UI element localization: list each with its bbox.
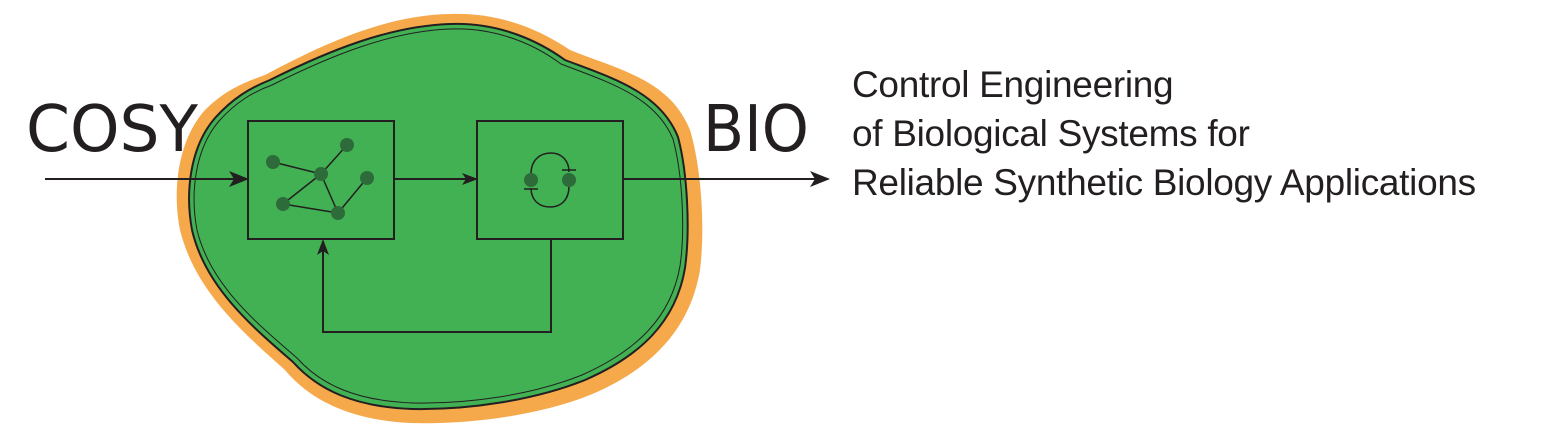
feedback-path [317,239,552,333]
cell-inner-outline [193,28,684,404]
tagline-line-1: Control Engineering [852,64,1174,105]
network-icon [266,138,374,220]
tagline: Control Engineering of Biological System… [852,60,1552,207]
cell-body [188,22,689,411]
wordmark-left: COSY [26,93,199,167]
tagline-line-3: Reliable Synthetic Biology Applications [852,162,1476,203]
tagline-line-2: of Biological Systems for [852,113,1250,154]
wordmark-right: BIO [703,93,809,167]
feedback-loop-icon [524,152,576,208]
